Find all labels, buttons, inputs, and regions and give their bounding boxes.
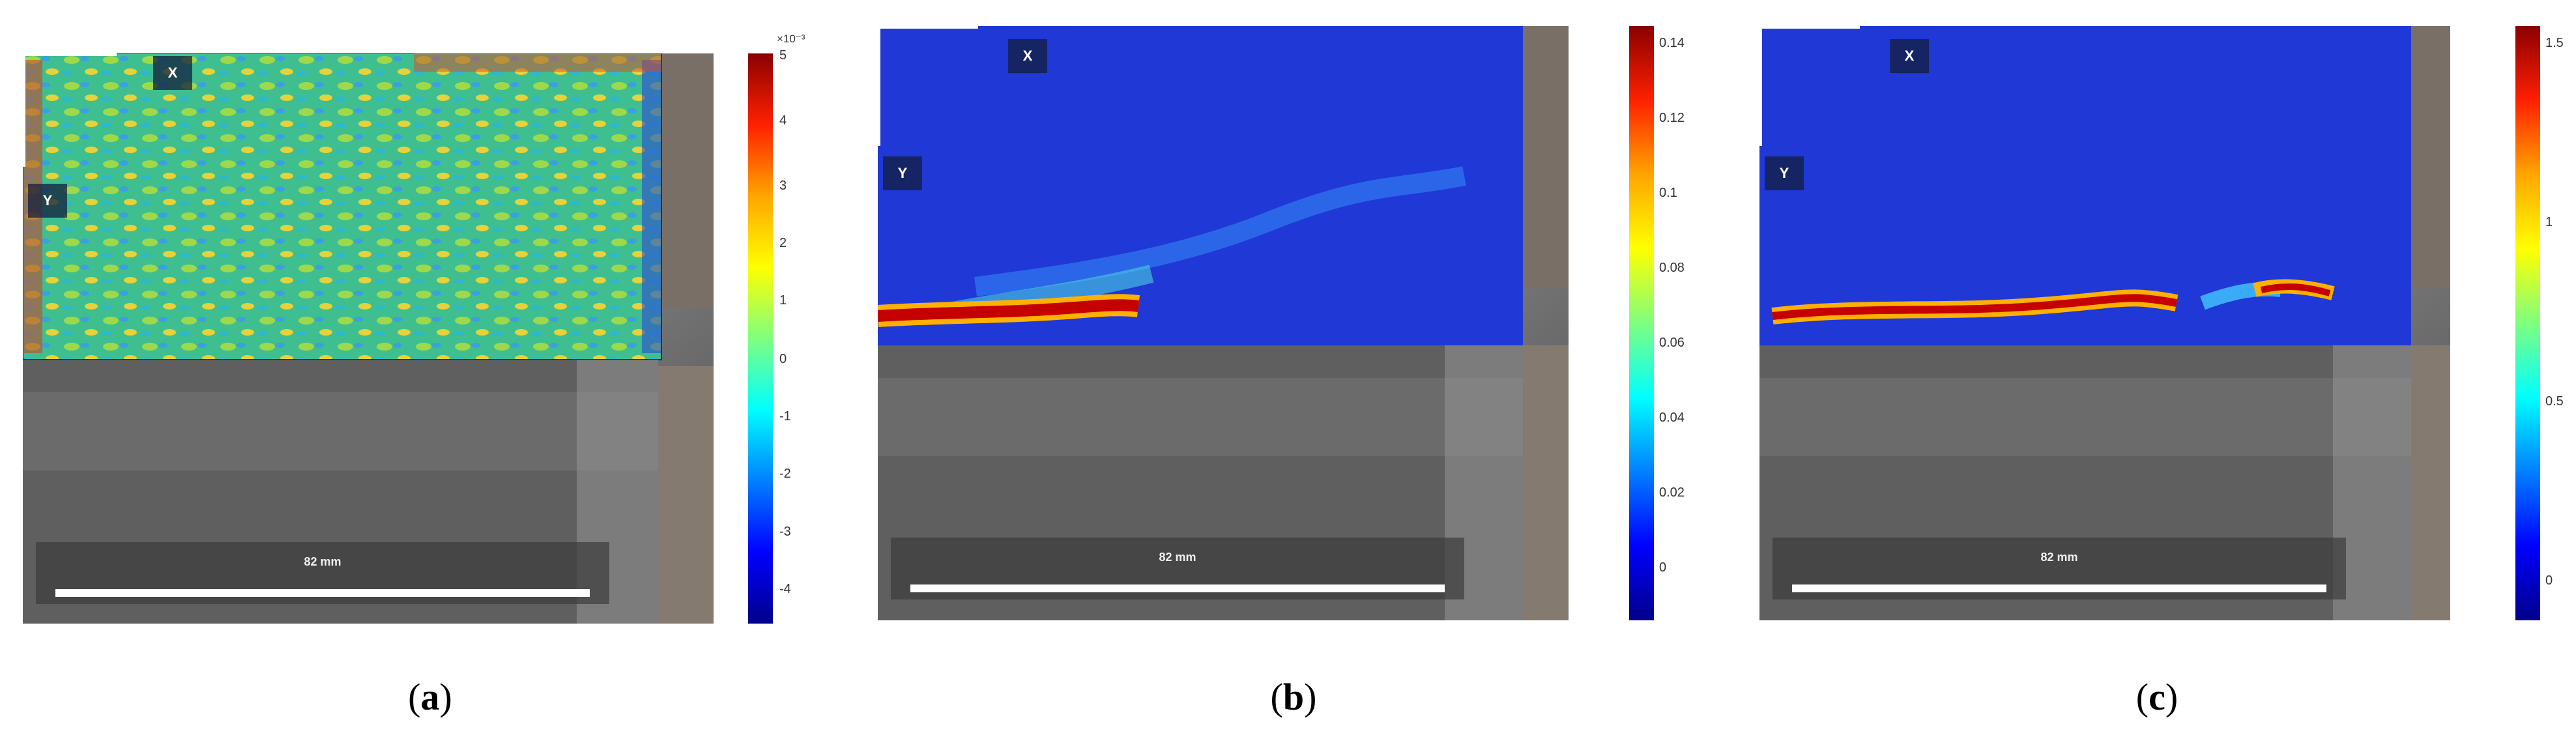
corner-marker — [878, 26, 978, 146]
strain-field-image — [23, 53, 714, 624]
x-axis-tag: X — [1008, 39, 1047, 73]
caption-paren: ( — [1270, 676, 1283, 718]
caption-paren: ( — [2135, 676, 2149, 718]
colorbar-tick: 0.5 — [2545, 394, 2564, 409]
caption-letter: c — [2149, 676, 2165, 718]
caption-paren: ) — [1304, 676, 1317, 718]
scale-label: 82 mm — [304, 555, 341, 568]
scale-label: 82 mm — [1159, 551, 1196, 564]
colorbar-tick: 1.5 — [2545, 36, 2564, 50]
corner-marker — [1759, 26, 1860, 146]
scale-line — [1792, 584, 2326, 592]
caption-paren: ( — [408, 676, 421, 718]
caption-c: (c) — [2092, 675, 2222, 719]
y-axis-tag: Y — [883, 156, 922, 190]
colorbar-tick: 2 — [779, 236, 787, 250]
x-axis-tag: X — [1890, 39, 1929, 73]
colorbar — [2515, 26, 2540, 620]
panel-b: X Y 82 mm 0.14 0.12 0.1 0.08 0.06 0.04 0… — [860, 0, 1707, 750]
colorbar — [748, 53, 773, 624]
colorbar-tick: 1 — [779, 293, 787, 308]
caption-letter: a — [420, 676, 440, 718]
scale-line — [55, 589, 590, 597]
panel-a: X Y 82 mm ×10⁻³ 5 4 3 2 1 0 -1 -2 -3 -4 … — [0, 0, 847, 750]
caption-letter: b — [1282, 676, 1305, 718]
colorbar — [1629, 26, 1654, 620]
colorbar-tick: 0.04 — [1659, 411, 1685, 425]
strain-field-image — [878, 26, 1569, 620]
colorbar-tick: -2 — [779, 467, 791, 481]
y-axis-tag: Y — [1765, 156, 1804, 190]
specimen-photo: X Y 82 mm — [878, 26, 1569, 620]
colorbar-tick: -1 — [779, 409, 791, 424]
colorbar-tick: 1 — [2545, 215, 2553, 229]
colorbar-tick: 4 — [779, 113, 787, 128]
scale-bar-box: 82 mm — [1773, 538, 2346, 599]
colorbar-tick: 0.06 — [1659, 336, 1685, 350]
y-axis-tag: Y — [28, 184, 67, 218]
corner-marker — [23, 53, 117, 167]
strain-field-image — [1759, 26, 2450, 620]
caption-a: (a) — [365, 675, 495, 719]
colorbar-tick: 0.14 — [1659, 36, 1685, 50]
colorbar-tick: 0.12 — [1659, 111, 1685, 125]
colorbar-tick: -3 — [779, 525, 791, 539]
colorbar-tick: 0.02 — [1659, 485, 1685, 500]
caption-paren: ) — [439, 676, 452, 718]
colorbar-tick: 0.08 — [1659, 261, 1685, 275]
panel-c: X Y 82 mm 1.5 1 0.5 0 (c) — [1720, 0, 2576, 750]
scale-line — [910, 584, 1445, 592]
colorbar-tick: 5 — [779, 48, 787, 63]
colorbar-exponent: ×10⁻³ — [777, 33, 805, 45]
caption-paren: ) — [2165, 676, 2178, 718]
colorbar-tick: 0 — [2545, 573, 2553, 588]
colorbar-tick: 0 — [779, 352, 787, 366]
caption-b: (b) — [1228, 675, 1359, 719]
specimen-photo: X Y 82 mm — [1759, 26, 2450, 620]
x-axis-tag: X — [153, 56, 192, 90]
specimen-photo: X Y 82 mm — [23, 53, 714, 624]
scale-label: 82 mm — [2040, 551, 2078, 564]
colorbar-tick: 0 — [1659, 560, 1667, 575]
colorbar-tick: 0.1 — [1659, 186, 1677, 200]
colorbar-tick: -4 — [779, 582, 791, 596]
colorbar-tick: 3 — [779, 179, 787, 193]
scale-bar-box: 82 mm — [891, 538, 1464, 599]
scale-bar-box: 82 mm — [36, 542, 609, 604]
